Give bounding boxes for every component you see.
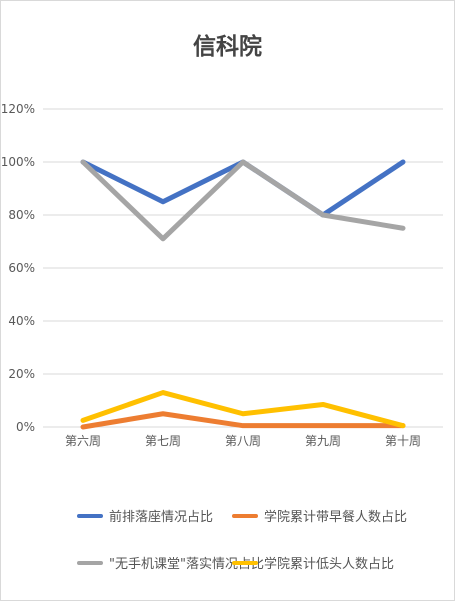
legend-label: 学院累计低头人数占比 [264,557,395,572]
series-line [80,159,406,242]
y-tick-label: 0% [16,420,35,434]
x-tick-label: 第六周 [65,434,101,448]
x-tick-label: 第九周 [305,434,341,448]
legend-swatch [77,560,103,565]
legend-label: "无手机课堂"落实情况占比 [109,557,264,572]
legend-item-no-phone: "无手机课堂"落实情况占比 [77,553,264,572]
y-tick-label: 60% [8,261,35,275]
y-tick-label: 120% [1,102,35,116]
legend-swatch [77,513,103,518]
y-tick-label: 100% [1,155,35,169]
legend-swatch [232,560,258,565]
legend-label: 前排落座情况占比 [109,510,214,525]
x-tick-label: 第七周 [145,434,181,448]
y-tick-label: 80% [8,208,35,222]
x-tick-label: 第八周 [225,434,261,448]
y-tick-label: 20% [8,367,35,381]
legend-label: 学院累计带早餐人数占比 [264,510,408,525]
chart-title: 信科院 [193,34,262,60]
series-line [80,411,406,430]
series-line [80,390,406,429]
y-tick-label: 40% [8,314,35,328]
legend-item-breakfast: 学院累计带早餐人数占比 [232,506,407,525]
x-tick-label: 第十周 [385,434,421,448]
legend-item-front-seating: 前排落座情况占比 [77,506,213,525]
legend-swatch [232,513,258,518]
legend-item-heads-down: 学院累计低头人数占比 [232,553,394,572]
